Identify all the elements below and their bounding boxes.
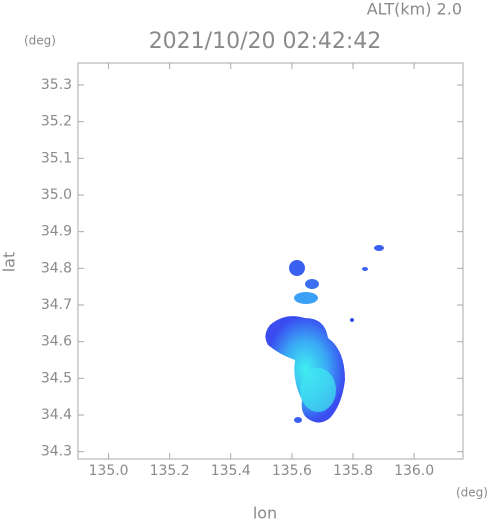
x-tick-label: 135.4 <box>211 463 251 479</box>
echo-small <box>305 279 319 289</box>
echo-core <box>300 368 336 412</box>
echo-main <box>265 316 345 423</box>
y-unit: (deg) <box>24 34 56 48</box>
echo-small <box>374 245 384 251</box>
y-axis-label: lat <box>0 252 19 273</box>
y-tick-label: 34.4 <box>41 407 72 423</box>
x-tick-label: 135.0 <box>89 463 129 479</box>
x-tick-label: 135.8 <box>333 463 373 479</box>
echo-small <box>294 292 318 304</box>
x-tick-label: 135.2 <box>150 463 190 479</box>
plot-frame <box>77 62 464 460</box>
y-tick-label: 34.8 <box>41 260 72 276</box>
echo-small <box>294 417 302 423</box>
y-tick-label: 34.3 <box>41 444 72 460</box>
altitude-label: ALT(km) 2.0 <box>367 0 462 19</box>
x-tick-label: 135.6 <box>272 463 312 479</box>
y-tick-label: 35.1 <box>41 150 72 166</box>
x-unit: (deg) <box>456 486 488 500</box>
y-tick-label: 35.2 <box>41 114 72 130</box>
echo-small <box>362 267 368 271</box>
chart-title: 2021/10/20 02:42:42 <box>149 29 382 54</box>
echo-blobs <box>265 245 384 423</box>
y-tick-label: 34.7 <box>41 297 72 313</box>
y-tick-label: 34.9 <box>41 224 72 240</box>
y-tick-label: 34.5 <box>41 370 72 386</box>
y-tick-label: 35.3 <box>41 77 72 93</box>
echo-small <box>350 318 354 322</box>
x-axis-label: lon <box>253 504 277 522</box>
echo-small <box>289 260 305 276</box>
y-tick-label: 34.6 <box>41 334 72 350</box>
y-tick-label: 35.0 <box>41 187 72 203</box>
x-tick-label: 136.0 <box>394 463 434 479</box>
